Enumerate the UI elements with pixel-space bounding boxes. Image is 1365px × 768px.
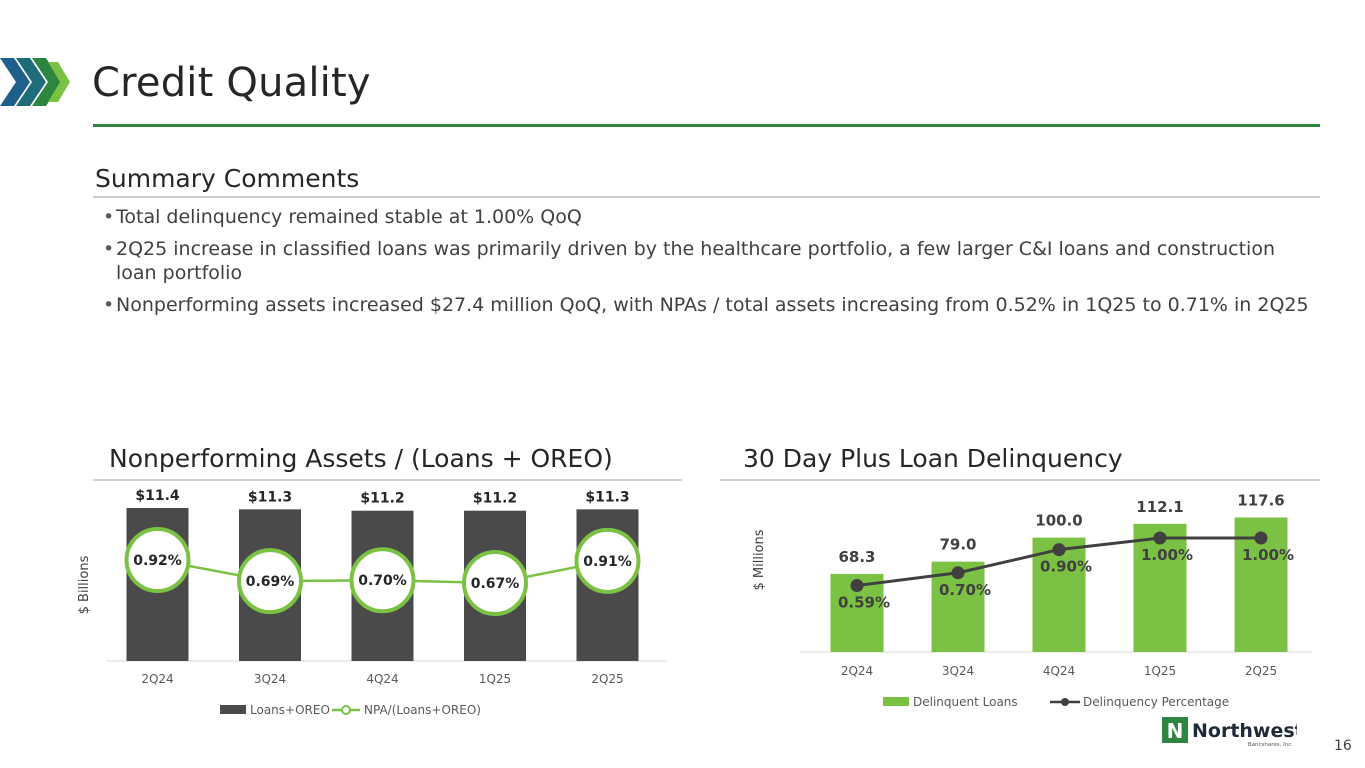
npa-ratio-marker xyxy=(349,547,416,614)
delinquency-percentage-marker xyxy=(951,566,965,580)
bar-value-label: $11.3 xyxy=(248,489,292,505)
delinquency-percentage-marker xyxy=(850,579,864,593)
delinquency-chart-divider xyxy=(720,479,1320,481)
bar-value-label: 68.3 xyxy=(838,548,875,566)
npa-ratio-label: 0.69% xyxy=(246,574,295,590)
legend-label: NPA/(Loans+OREO) xyxy=(364,703,481,717)
npa-ratio-marker xyxy=(574,527,641,594)
legend-label: Loans+OREO xyxy=(250,703,330,717)
delinquency-percentage-label: 0.70% xyxy=(939,581,991,599)
delinquency-chart-title: 30 Day Plus Loan Delinquency xyxy=(743,444,1123,473)
delinquency-percentage-label: 0.59% xyxy=(838,594,890,612)
npa-ratio-label: 0.91% xyxy=(583,554,632,570)
bar-value-label: 112.1 xyxy=(1136,498,1183,516)
delinquency-percentage-marker xyxy=(1153,531,1167,545)
svg-text:N: N xyxy=(1167,719,1184,743)
x-tick-label: 2Q24 xyxy=(141,672,173,686)
x-tick-label: 2Q24 xyxy=(841,664,873,678)
npa-ratio-marker xyxy=(462,550,528,616)
delinquency-percentage-label: 1.00% xyxy=(1242,546,1294,564)
x-tick-label: 1Q25 xyxy=(479,672,511,686)
npa-ratio-marker xyxy=(124,527,191,593)
svg-text:Bancshares, Inc.: Bancshares, Inc. xyxy=(1248,742,1293,748)
chevron-logo-icon xyxy=(0,58,70,106)
summary-heading: Summary Comments xyxy=(95,164,360,193)
x-tick-label: 4Q24 xyxy=(1043,664,1075,678)
summary-bullets: Total delinquency remained stable at 1.0… xyxy=(103,205,1318,325)
bar-value-label: 79.0 xyxy=(939,536,976,554)
bar-value-label: $11.3 xyxy=(585,489,629,505)
x-tick-label: 1Q25 xyxy=(1144,664,1176,678)
x-tick-label: 2Q25 xyxy=(591,672,623,686)
x-tick-label: 3Q24 xyxy=(254,672,286,686)
svg-text:Northwest: Northwest xyxy=(1192,720,1297,742)
npa-chart: $ Billions $11.4 2Q24 $11.3 3Q24 $11.2 4Q24 $11… xyxy=(77,488,667,717)
legend-swatch-delinquent-loans xyxy=(883,697,909,706)
summary-bullet: 2Q25 increase in classified loans was pr… xyxy=(103,237,1318,285)
x-tick-label: 2Q25 xyxy=(1245,664,1277,678)
y-axis-label: $ Millions xyxy=(752,529,767,590)
page-title: Credit Quality xyxy=(92,60,371,106)
legend-swatch-loans-oreo xyxy=(220,705,246,714)
bar-value-label: $11.2 xyxy=(473,491,517,507)
legend-swatch-delinquency-marker xyxy=(1061,698,1069,706)
legend-label: Delinquent Loans xyxy=(913,695,1018,709)
summary-bullet: Nonperforming assets increased $27.4 mil… xyxy=(103,293,1318,317)
legend-swatch-npa-marker xyxy=(341,705,351,715)
legend-label: Delinquency Percentage xyxy=(1083,695,1229,709)
bar-value-label: $11.4 xyxy=(135,488,180,504)
npa-ratio-label: 0.92% xyxy=(133,553,182,569)
summary-bullet: Total delinquency remained stable at 1.0… xyxy=(103,205,1318,229)
delinquency-chart: $ Millions 68.3 2Q24 79.0 3Q24 100.0 4Q24 112.1… xyxy=(752,492,1312,709)
npa-ratio-label: 0.67% xyxy=(471,576,520,592)
bar-value-label: $11.2 xyxy=(360,491,404,507)
y-axis-label: $ Billions xyxy=(77,555,92,614)
page-number: 16 xyxy=(1334,738,1352,754)
npa-ratio-label: 0.70% xyxy=(358,573,407,589)
x-tick-label: 3Q24 xyxy=(942,664,974,678)
bar-value-label: 100.0 xyxy=(1035,512,1082,530)
delinquency-percentage-marker xyxy=(1254,531,1268,545)
npa-chart-divider xyxy=(93,479,682,481)
delinquency-percentage-marker xyxy=(1052,543,1066,557)
bar-delinquent-loans xyxy=(1133,523,1187,652)
bar-delinquent-loans xyxy=(1032,537,1086,652)
npa-ratio-marker xyxy=(237,548,303,615)
northwest-logo-mark-icon xyxy=(1162,717,1188,743)
x-tick-label: 4Q24 xyxy=(366,672,398,686)
summary-divider xyxy=(93,196,1320,198)
bar-value-label: 117.6 xyxy=(1237,492,1284,510)
delinquency-percentage-label: 0.90% xyxy=(1040,558,1092,576)
npa-chart-title: Nonperforming Assets / (Loans + OREO) xyxy=(109,444,613,473)
delinquency-percentage-label: 1.00% xyxy=(1141,546,1193,564)
northwest-logo: N Northwest Bancshares, Inc. xyxy=(1162,717,1297,748)
title-divider xyxy=(93,124,1320,127)
